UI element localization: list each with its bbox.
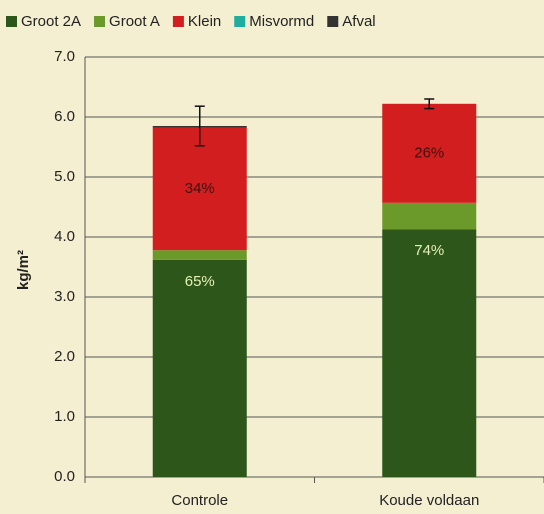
x-tick-label: Controle [171,492,228,509]
share-label: 65% [185,273,215,290]
legend-label: Groot A [109,13,160,30]
bar-segment [382,202,477,230]
bar-segment [382,103,477,203]
y-tick-label: 7.0 [54,48,75,65]
legend-label: Groot 2A [21,13,81,30]
y-tick-label: 4.0 [54,228,75,245]
y-tick-label: 1.0 [54,408,75,425]
y-tick-label: 5.0 [54,168,75,185]
legend-swatch [6,16,17,27]
y-axis-label: kg/m² [15,250,32,290]
share-label: 34% [185,180,215,197]
share-label: 26% [414,144,444,161]
bar-segment [152,259,247,477]
y-tick-label: 3.0 [54,288,75,305]
error-bar [194,105,205,147]
legend-swatch [234,16,246,27]
legend-label: Misvormd [249,13,314,30]
legend-swatch [172,16,184,27]
legend-label: Klein [188,13,221,30]
legend-swatch [94,16,106,27]
y-tick-label: 6.0 [54,108,75,125]
bar-segment [382,229,477,477]
legend-label: Afval [342,13,375,30]
bar-segment [152,127,247,251]
y-tick-label: 2.0 [54,348,75,365]
bar-segment [152,250,247,260]
error-bar [424,98,435,110]
x-tick-label: Koude voldaan [379,492,479,509]
legend-swatch [327,16,339,27]
share-label: 74% [414,242,444,259]
y-tick-label: 0.0 [54,468,75,485]
